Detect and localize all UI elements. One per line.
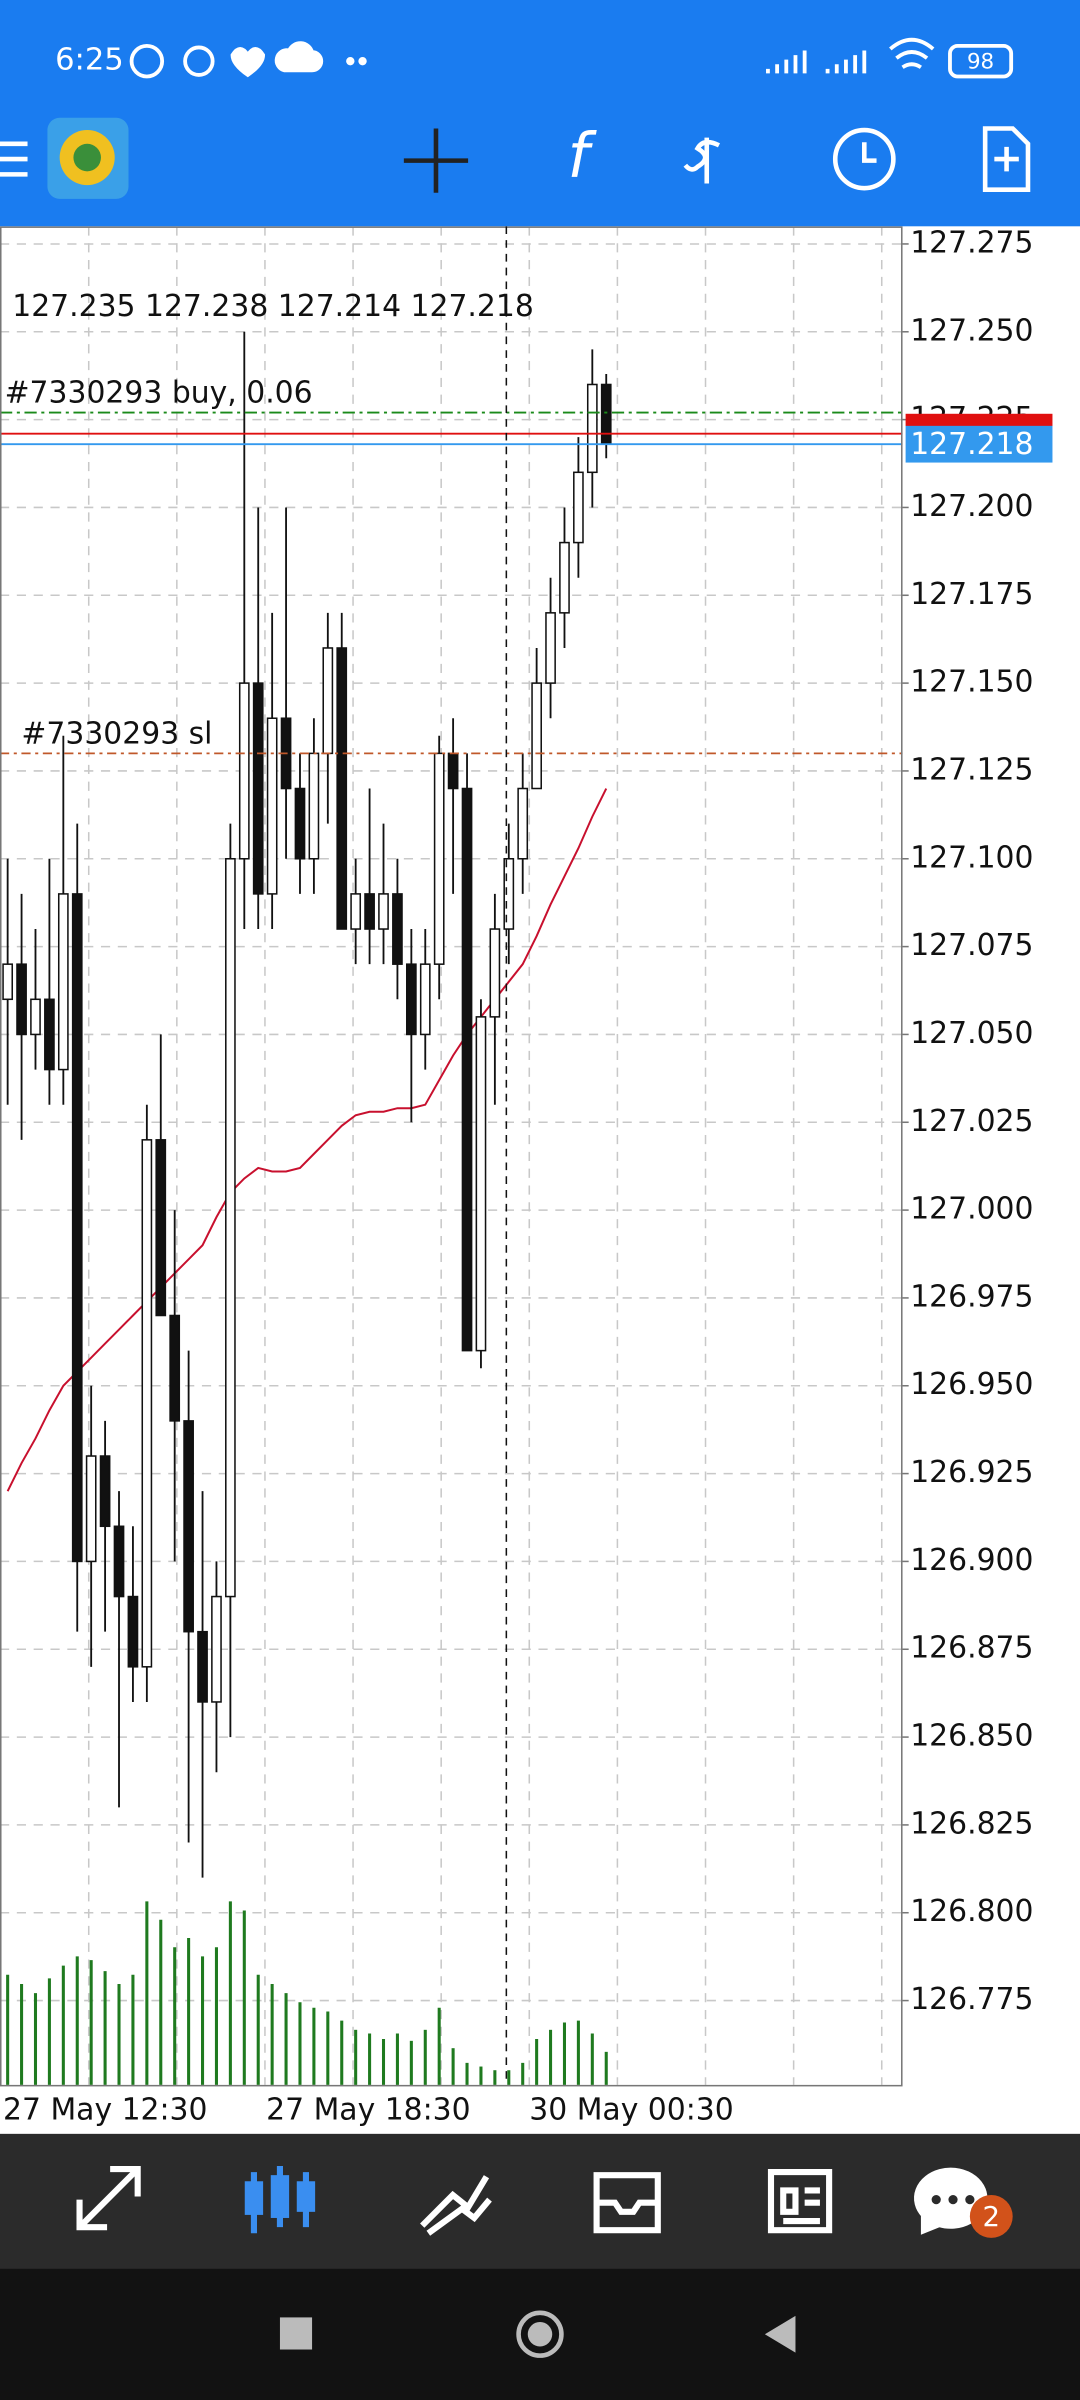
candle-body	[127, 1595, 139, 1668]
y-tick-label: 126.825	[910, 1806, 1033, 1841]
candle-body	[85, 1455, 97, 1563]
candle-body	[266, 717, 278, 895]
menu-button[interactable]	[0, 141, 28, 177]
candle-body	[447, 752, 459, 790]
candle-body	[531, 682, 542, 790]
candle-body	[461, 787, 473, 1352]
home-button[interactable]	[516, 2310, 564, 2358]
ohlc-readout: 127.235 127.238 127.214 127.218	[12, 289, 534, 324]
candle-body	[517, 787, 529, 860]
candle-body	[294, 787, 306, 860]
app-bar	[0, 0, 1080, 227]
trade-button[interactable]	[683, 137, 721, 184]
candle-body	[30, 998, 41, 1036]
level-label: #7330293 sl	[21, 717, 212, 752]
x-tick-label: 27 May 12:30	[3, 2092, 207, 2127]
battery-level: 98	[967, 50, 994, 75]
candle-body	[364, 893, 375, 930]
bid-label-box	[905, 425, 1053, 463]
candle-body	[378, 893, 389, 930]
plot-frame	[0, 226, 903, 2087]
candle-body	[197, 1630, 208, 1703]
candle-body	[503, 858, 515, 930]
history-tab[interactable]	[593, 2172, 661, 2234]
candle-body	[16, 963, 27, 1036]
level-label: #7330293 buy, 0.06	[5, 376, 313, 411]
candle-body	[559, 541, 570, 614]
y-tick-label: 126.975	[910, 1279, 1033, 1314]
y-tick-label: 127.000	[910, 1192, 1033, 1227]
candle-body	[113, 1525, 125, 1598]
candle-body	[350, 893, 362, 930]
candle-body	[419, 963, 431, 1036]
y-tick-label: 127.150	[910, 665, 1033, 700]
y-tick-label: 127.050	[910, 1016, 1033, 1051]
candle-body	[600, 383, 612, 445]
back-button[interactable]	[764, 2315, 796, 2353]
recents-button[interactable]	[279, 2317, 313, 2350]
chart: 127.275127.250127.225127.200127.175127.1…	[0, 225, 1053, 2127]
chart-background	[0, 226, 1080, 2134]
crosshair-button[interactable]	[403, 128, 469, 193]
templates-button[interactable]	[982, 126, 1031, 192]
status-icons	[129, 37, 1014, 79]
candle-body	[211, 1595, 222, 1703]
candle-body	[238, 682, 250, 860]
candle-body	[183, 1420, 194, 1633]
message-count: 2	[983, 2201, 1001, 2233]
candle-body	[322, 647, 334, 755]
quotes-tab[interactable]	[76, 2165, 141, 2231]
candle-body	[545, 612, 556, 684]
trade-tab[interactable]	[420, 2175, 492, 2236]
y-tick-label: 127.275	[910, 225, 1033, 260]
ask-marker	[905, 413, 1053, 427]
candle-body	[57, 893, 69, 1071]
y-tick-label: 126.950	[910, 1367, 1033, 1402]
bottom-toolbar	[0, 2133, 1080, 2269]
news-tab[interactable]	[767, 2169, 833, 2234]
candle-body	[169, 1314, 181, 1422]
candle-body	[225, 858, 236, 1598]
candle-body	[2, 963, 14, 1001]
candle-body	[405, 963, 417, 1036]
y-tick-label: 126.925	[910, 1455, 1033, 1490]
y-tick-label: 127.175	[910, 577, 1033, 612]
y-tick-label: 127.250	[910, 313, 1033, 348]
y-tick-label: 126.875	[910, 1631, 1033, 1666]
candle-body	[433, 752, 445, 965]
candle-body	[71, 893, 83, 1563]
chart-tab[interactable]	[244, 2165, 316, 2234]
y-tick-label: 127.100	[910, 840, 1033, 875]
candle-body	[489, 928, 501, 1018]
candle-body	[99, 1455, 111, 1528]
candle-body	[586, 383, 598, 474]
candle-body	[336, 647, 348, 930]
candle-body	[308, 752, 320, 860]
x-tick-label: 27 May 18:30	[266, 2092, 470, 2127]
candle-body	[141, 1139, 153, 1668]
y-tick-label: 127.025	[910, 1104, 1033, 1139]
bid-label: 127.218	[910, 427, 1033, 462]
timeframe-button[interactable]	[832, 127, 896, 191]
y-tick-label: 127.125	[910, 752, 1033, 787]
clock: 6:25	[55, 43, 124, 78]
candle-body	[44, 998, 55, 1071]
candle-body	[573, 471, 584, 544]
y-tick-label: 127.075	[910, 928, 1033, 963]
y-tick-label: 126.775	[910, 1982, 1033, 2017]
message-badge	[969, 2195, 1013, 2238]
candle-body	[252, 682, 264, 895]
app-logo[interactable]	[47, 117, 129, 199]
x-tick-label: 30 May 00:30	[529, 2092, 733, 2127]
candle-body	[155, 1139, 167, 1317]
y-tick-label: 126.850	[910, 1719, 1033, 1754]
candle-body	[475, 1016, 487, 1352]
candle-body	[392, 893, 403, 965]
y-tick-label: 126.800	[910, 1894, 1033, 1929]
y-tick-label: 126.900	[910, 1543, 1033, 1578]
y-tick-label: 127.200	[910, 489, 1033, 524]
